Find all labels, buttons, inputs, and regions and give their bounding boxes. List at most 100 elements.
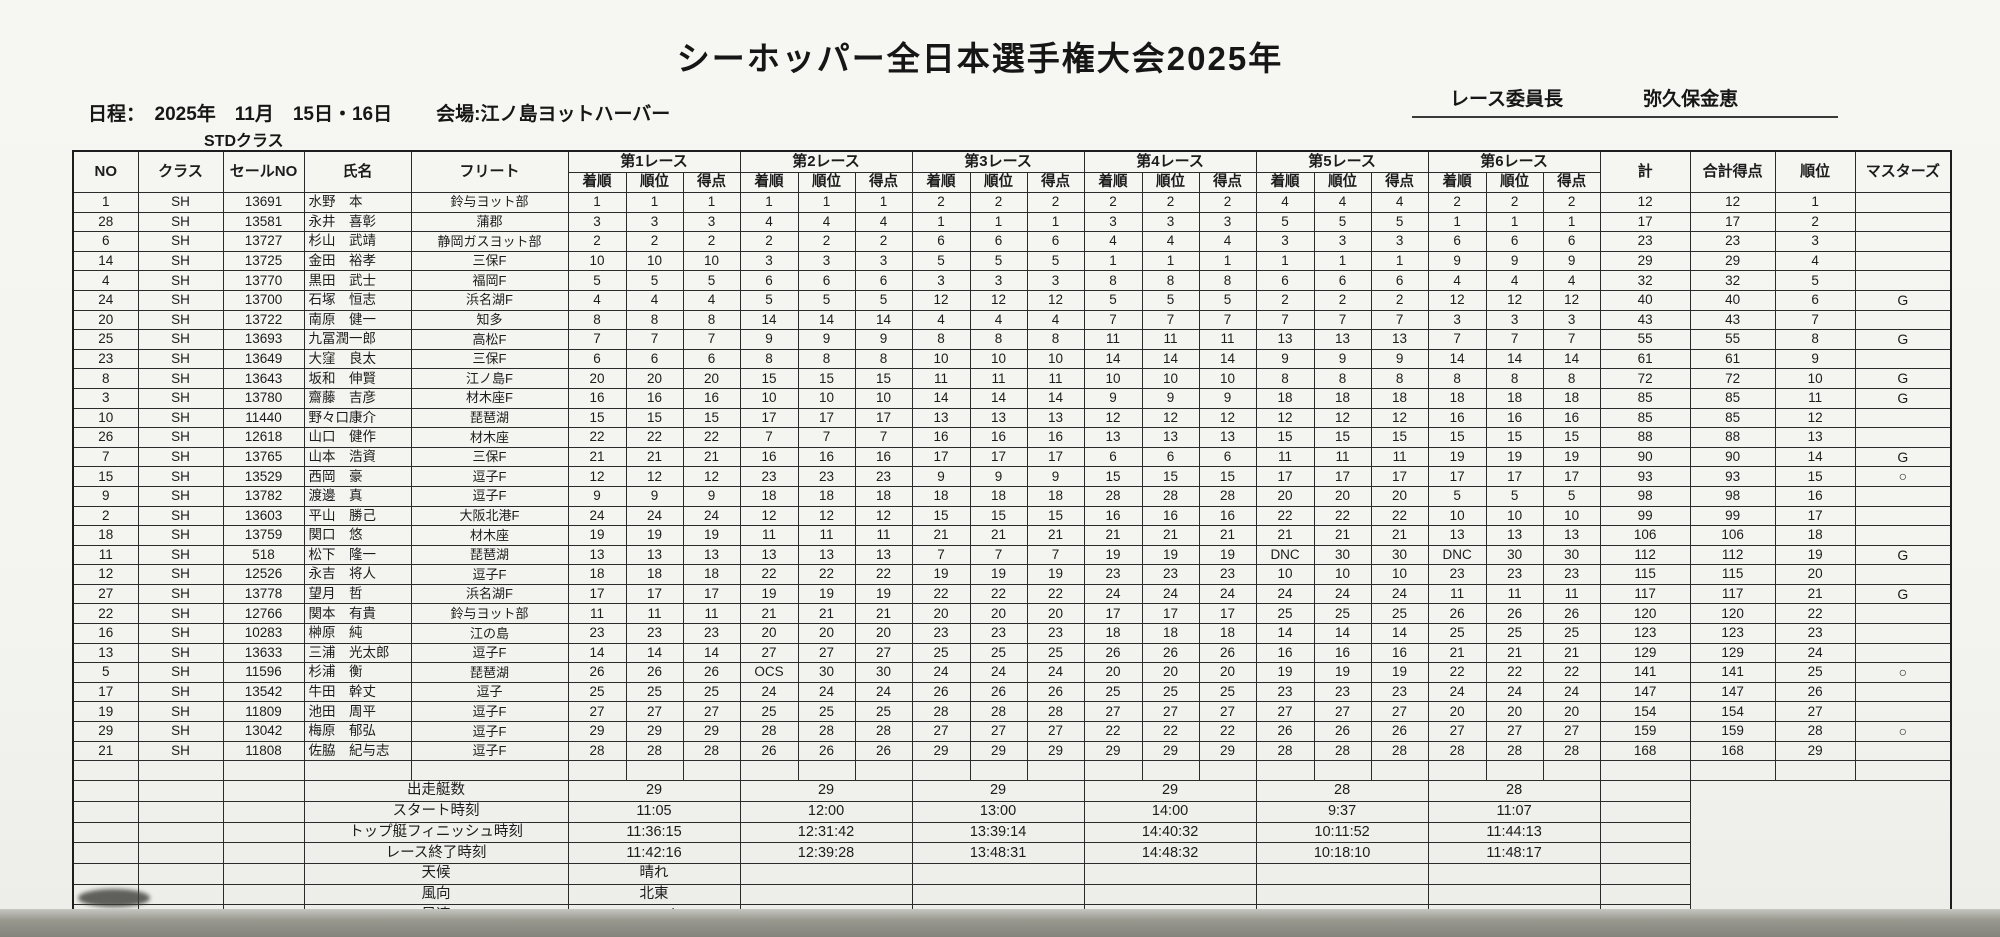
empty-cell [222,760,305,782]
cell-race6-finish: 17 [1427,466,1487,487]
cell-race4-rank: 1 [1141,250,1200,272]
cell-race5-points: 11 [1370,446,1429,468]
cell-class: SH [137,681,224,703]
info-value-race3: 29 [911,780,1085,802]
cell-race3-finish: 29 [911,740,971,762]
race-info-row: スタート時刻 11:05 12:00 13:00 14:00 9:37 11:07 [72,800,1951,823]
cell-race6-rank: 13 [1485,525,1544,546]
cell-skipper-name: 金田 裕孝 [303,250,412,272]
cell-sail-no: 11809 [222,701,305,723]
cell-race1-points: 21 [682,446,741,468]
empty-cell [137,760,224,782]
competitor-row: 28 SH 13581 永井 喜彰 蒲郡 3 3 3 4 4 4 1 1 1 3 3 3 5 5 5 1 1 1 17 17 2 [72,211,1952,233]
cell-race5-points: 21 [1370,525,1429,546]
cell-race1-rank: 22 [625,427,684,448]
cell-race5-finish: 27 [1255,701,1315,723]
cell-race6-points: 21 [1542,642,1601,664]
empty-cell [137,821,224,844]
cell-sail-no: 13725 [222,250,305,272]
cell-sail-no: 13042 [222,721,305,742]
cell-total: 12 [1599,192,1691,213]
cell-race1-rank: 14 [625,642,684,664]
info-value-race2 [739,862,913,885]
cell-sail-no: 13542 [222,681,305,703]
cell-race1-finish: 3 [567,211,627,233]
cell-race2-points: 17 [854,407,913,429]
cell-race3-points: 16 [1026,427,1085,448]
cell-race6-finish: 9 [1427,250,1487,272]
cell-total: 85 [1599,407,1691,429]
cell-race6-rank: 17 [1485,466,1544,487]
col-header-total: 計 [1599,150,1691,193]
cell-race3-finish: 17 [911,446,971,468]
competitor-row: 25 SH 13693 九冨潤一郎 高松F 7 7 7 9 9 9 8 8 8 11 11 11 13 13 13 7 7… [72,329,1952,350]
cell-race4-points: 13 [1198,427,1257,448]
cell-race4-points: 8 [1198,270,1257,291]
cell-fleet: 江の島 [410,623,569,644]
cell-entry-no: 14 [72,250,139,272]
subcol-header-points: 得点 [682,172,741,193]
cell-race6-finish: 13 [1427,525,1487,546]
empty-cell [137,800,224,823]
cell-sail-no: 13722 [222,309,305,331]
cell-race3-rank: 18 [969,485,1028,507]
cell-fleet: 琵琶湖 [410,407,569,429]
cell-fleet: 静岡ガスヨット部 [410,231,569,252]
cell-sail-no: 13727 [222,231,305,252]
cell-race6-rank: 30 [1485,544,1544,566]
race-info-row: 天候 晴れ [72,862,1951,885]
cell-race2-points: 13 [854,544,913,566]
cell-race2-rank: 5 [797,289,856,311]
info-label: 出走艇数 [303,780,569,802]
cell-race3-rank: 14 [969,387,1028,409]
cell-race6-finish: 5 [1427,485,1487,507]
cell-race2-points: 2 [854,231,913,252]
col-header-race2: 第2レース [739,150,913,173]
cell-overall-rank: 5 [1774,270,1856,291]
cell-race2-points: 30 [854,662,913,683]
cell-entry-no: 23 [72,348,139,370]
cell-race3-points: 6 [1026,231,1085,252]
cell-race1-rank: 13 [625,544,684,566]
empty-cell [303,760,412,782]
cell-race6-rank: 10 [1485,505,1544,527]
cell-race4-points: 14 [1198,348,1257,370]
cell-entry-no: 21 [72,740,139,762]
subcol-header-finish: 着順 [1083,172,1143,193]
cell-race1-rank: 21 [625,446,684,468]
cell-race3-finish: 1 [911,211,971,233]
cell-race6-finish: 22 [1427,662,1487,683]
empty-cell [1427,760,1487,782]
cell-entry-no: 7 [72,446,139,468]
subcol-header-rank: 順位 [1313,172,1372,193]
cell-race4-points: 21 [1198,525,1257,546]
cell-class: SH [137,192,224,213]
cell-race6-finish: 1 [1427,211,1487,233]
cell-masters-mark [1854,427,1952,448]
cell-masters-mark [1854,564,1952,585]
info-value-race5: 28 [1255,780,1429,802]
cell-race3-finish: 10 [911,348,971,370]
cell-entry-no: 26 [72,427,139,448]
cell-race6-finish: 12 [1427,289,1487,311]
competitor-row: 3 SH 13780 齋藤 吉彦 材木座F 16 16 16 10 10 10 14 14 14 9 9 9 18… [72,387,1952,409]
cell-race1-points: 23 [682,623,741,644]
cell-sail-no: 518 [222,544,305,566]
cell-overall-rank: 20 [1774,564,1856,585]
cell-race2-finish: 12 [739,505,799,527]
cell-race1-points: 22 [682,427,741,448]
cell-entry-no: 3 [72,387,139,409]
cell-sail-no: 13603 [222,505,305,527]
cell-overall-rank: 2 [1774,211,1856,233]
cell-race1-finish: 4 [567,289,627,311]
cell-race1-points: 26 [682,662,741,683]
cell-total: 115 [1599,564,1691,585]
race-chair-name: 弥久保金恵 [1643,89,1739,110]
cell-race3-rank: 10 [969,348,1028,370]
cell-total-points: 72 [1689,368,1776,389]
cell-race5-rank: 19 [1313,662,1372,683]
event-venue: 会場:江ノ島ヨットハーバー [436,104,671,125]
info-value-race3 [911,883,1085,906]
cell-skipper-name: 佐脇 紀与志 [303,740,412,762]
cell-total: 29 [1599,250,1691,272]
